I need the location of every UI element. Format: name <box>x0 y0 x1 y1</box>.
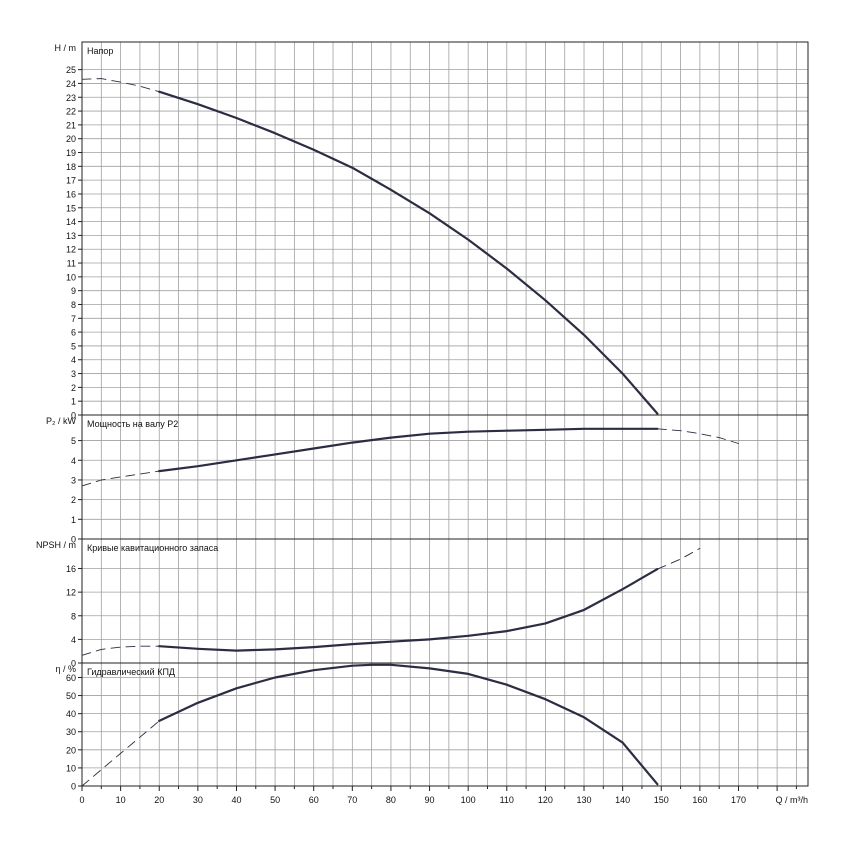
y-tick-label: 20 <box>66 745 76 755</box>
y-tick-label: 16 <box>66 564 76 574</box>
y-tick-label: 23 <box>66 93 76 103</box>
y-tick-label: 30 <box>66 727 76 737</box>
y-tick-label: 12 <box>66 245 76 255</box>
x-axis: 0 10 20 30 40 50 60 70 80 90 100 110 120 130 140 150 160… <box>79 786 808 805</box>
y-tick-label: 2 <box>71 383 76 393</box>
y-tick-label: 4 <box>71 635 76 645</box>
panel-npsh: 0 4 8 12 16 NPSH / m Кривые кавитационного зап… <box>36 538 809 669</box>
series-line-power-1 <box>158 427 659 473</box>
y-tick-label: 2 <box>71 495 76 505</box>
series-line-power-2 <box>656 428 739 444</box>
x-tick-label: 70 <box>347 795 357 805</box>
y-tick-label: 9 <box>71 286 76 296</box>
x-tick-label: 50 <box>270 795 280 805</box>
y-tick-label: 12 <box>66 588 76 598</box>
x-tick-label: 0 <box>79 795 84 805</box>
y-tick-label: 3 <box>71 369 76 379</box>
panel-frame <box>81 41 809 416</box>
y-tick-label: 13 <box>66 231 76 241</box>
x-tick-label: 40 <box>231 795 241 805</box>
y-tick-label: 25 <box>66 65 76 75</box>
x-tick-label: 160 <box>692 795 707 805</box>
series-line-efficiency-0 <box>81 720 160 787</box>
x-tick-label: 120 <box>538 795 553 805</box>
y-tick-label: 17 <box>66 176 76 186</box>
y-tick-label: 0 <box>71 411 76 421</box>
y-tick-label: 3 <box>71 475 76 485</box>
x-tick-label: 140 <box>615 795 630 805</box>
panel-frame <box>81 662 809 787</box>
y-tick-label: 20 <box>66 134 76 144</box>
x-axis-label: Q / m³/h <box>775 795 808 805</box>
panel-title: Кривые кавитационного запаса <box>87 543 218 553</box>
y-tick-label: 16 <box>66 189 76 199</box>
y-tick-label: 11 <box>67 259 76 269</box>
x-tick-label: 100 <box>461 795 476 805</box>
series-line-npsh-1 <box>158 568 659 652</box>
y-tick-label: 1 <box>71 397 76 407</box>
series-line-npsh-0 <box>81 645 160 656</box>
series-line-head-1 <box>158 90 659 415</box>
x-tick-label: 20 <box>154 795 164 805</box>
y-tick-label: 22 <box>66 107 76 117</box>
panel-title: Мощность на валу P2 <box>87 419 178 429</box>
y-axis-label: P₂ / kW <box>46 416 76 426</box>
y-axis-label: NPSH / m <box>36 540 76 550</box>
x-tick-label: 80 <box>386 795 396 805</box>
y-tick-label: 4 <box>71 355 76 365</box>
y-tick-label: 0 <box>71 535 76 545</box>
panel-frame <box>81 538 809 664</box>
y-tick-label: 60 <box>66 673 76 683</box>
x-tick-label: 150 <box>654 795 669 805</box>
y-tick-label: 15 <box>66 203 76 213</box>
x-tick-label: 130 <box>577 795 592 805</box>
y-tick-label: 1 <box>71 515 76 525</box>
series-line-head-0 <box>81 78 160 93</box>
y-tick-label: 8 <box>71 300 76 310</box>
x-tick-label: 10 <box>116 795 126 805</box>
y-tick-label: 24 <box>66 79 76 89</box>
y-tick-label: 7 <box>71 314 76 324</box>
panel-efficiency: 0 10 20 30 40 50 60η / % Гидравлический КПД <box>55 662 809 792</box>
y-tick-label: 0 <box>71 782 76 792</box>
series-line-power-0 <box>81 470 160 487</box>
y-tick-label: 5 <box>71 341 76 351</box>
y-axis-label: H / m <box>55 43 77 53</box>
y-tick-label: 40 <box>66 709 76 719</box>
y-tick-label: 5 <box>71 436 76 446</box>
y-tick-label: 14 <box>66 217 76 227</box>
x-tick-label: 90 <box>425 795 435 805</box>
y-tick-label: 21 <box>66 120 76 130</box>
x-tick-label: 110 <box>500 795 514 805</box>
y-tick-label: 4 <box>71 456 76 466</box>
y-tick-label: 8 <box>71 611 76 621</box>
x-tick-label: 60 <box>309 795 319 805</box>
y-tick-label: 6 <box>71 328 76 338</box>
y-axis-label: η / % <box>55 664 76 674</box>
panel-title: Гидравлический КПД <box>87 667 175 677</box>
y-tick-label: 50 <box>66 691 76 701</box>
y-tick-label: 10 <box>66 763 76 773</box>
x-tick-label: 170 <box>731 795 746 805</box>
panel-title: Напор <box>87 46 113 56</box>
x-tick-label: 30 <box>193 795 203 805</box>
y-tick-label: 19 <box>66 148 76 158</box>
y-tick-label: 18 <box>66 162 76 172</box>
panel-head: 0123456789101112131415161718192021222324… <box>55 41 809 421</box>
y-tick-label: 10 <box>66 272 76 282</box>
series-line-npsh-2 <box>656 547 701 570</box>
panel-power: 0 1 2 3 4 5 P₂ / kW Мощность на валу P2 <box>46 414 809 545</box>
y-tick-label: 0 <box>71 659 76 669</box>
series-line-efficiency-1 <box>158 663 659 786</box>
